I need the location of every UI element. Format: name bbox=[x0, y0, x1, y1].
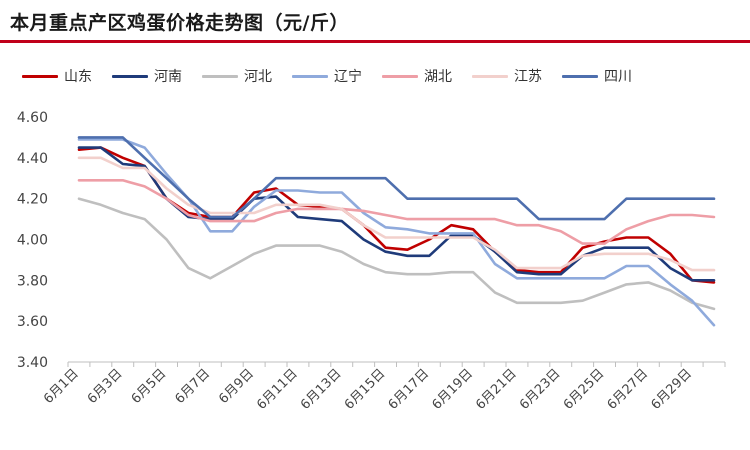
y-tick-label: 4.00 bbox=[17, 233, 48, 249]
legend-swatch bbox=[292, 74, 328, 78]
x-tick-label: 6月15日 bbox=[342, 366, 389, 413]
legend-item: 山东 bbox=[22, 66, 92, 86]
legend-item: 湖北 bbox=[382, 66, 452, 86]
legend-swatch bbox=[472, 74, 508, 78]
chart-title: 本月重点产区鸡蛋价格走势图（元/斤） bbox=[10, 12, 349, 34]
x-tick-label: 6月19日 bbox=[429, 366, 476, 413]
series-line-江苏 bbox=[77, 156, 716, 272]
x-tick-label: 6月27日 bbox=[605, 366, 652, 413]
x-tick-label: 6月7日 bbox=[172, 366, 213, 407]
y-tick-label: 4.60 bbox=[17, 110, 48, 126]
y-tick-label: 3.80 bbox=[17, 273, 48, 289]
legend-item: 河南 bbox=[112, 66, 182, 86]
y-tick-label: 4.20 bbox=[17, 192, 48, 208]
legend-swatch bbox=[202, 74, 238, 78]
legend-label: 山东 bbox=[64, 69, 92, 85]
series-line-辽宁 bbox=[77, 138, 716, 327]
legend-label: 辽宁 bbox=[334, 69, 362, 85]
x-tick-label: 6月9日 bbox=[216, 366, 257, 407]
x-tick-label: 6月23日 bbox=[517, 366, 564, 413]
series-line-山东 bbox=[77, 146, 716, 284]
legend-label: 湖北 bbox=[424, 69, 452, 85]
title-underline bbox=[0, 40, 750, 43]
legend-label: 四川 bbox=[604, 69, 632, 85]
series-line-四川 bbox=[77, 136, 716, 221]
legend-label: 江苏 bbox=[514, 69, 542, 85]
y-tick-label: 3.40 bbox=[17, 355, 48, 371]
x-tick-label: 6月21日 bbox=[473, 366, 520, 413]
x-tick-label: 6月1日 bbox=[41, 366, 82, 407]
legend-label: 河北 bbox=[244, 69, 272, 85]
legend-item: 辽宁 bbox=[292, 66, 362, 86]
legend-swatch bbox=[562, 74, 598, 78]
x-tick-label: 6月11日 bbox=[254, 366, 301, 413]
x-tick-label: 6月29日 bbox=[648, 366, 695, 413]
legend-item: 河北 bbox=[202, 66, 272, 86]
legend-swatch bbox=[112, 74, 148, 78]
series-line-河北 bbox=[77, 197, 716, 311]
legend-swatch bbox=[382, 74, 418, 78]
y-tick-label: 4.40 bbox=[17, 151, 48, 167]
x-tick-label: 6月3日 bbox=[85, 366, 126, 407]
x-tick-label: 6月17日 bbox=[386, 366, 433, 413]
y-tick-label: 3.60 bbox=[17, 314, 48, 330]
series-line-河南 bbox=[77, 146, 716, 282]
x-tick-label: 6月5日 bbox=[129, 366, 170, 407]
series-line-湖北 bbox=[77, 179, 716, 245]
legend-item: 四川 bbox=[562, 66, 632, 86]
legend-item: 江苏 bbox=[472, 66, 542, 86]
legend-label: 河南 bbox=[154, 69, 182, 85]
x-tick-label: 6月25日 bbox=[561, 366, 608, 413]
legend: 山东 河南 河北 辽宁 湖北 江苏 四川 bbox=[22, 66, 652, 86]
x-tick-label: 6月13日 bbox=[298, 366, 345, 413]
legend-swatch bbox=[22, 74, 58, 78]
